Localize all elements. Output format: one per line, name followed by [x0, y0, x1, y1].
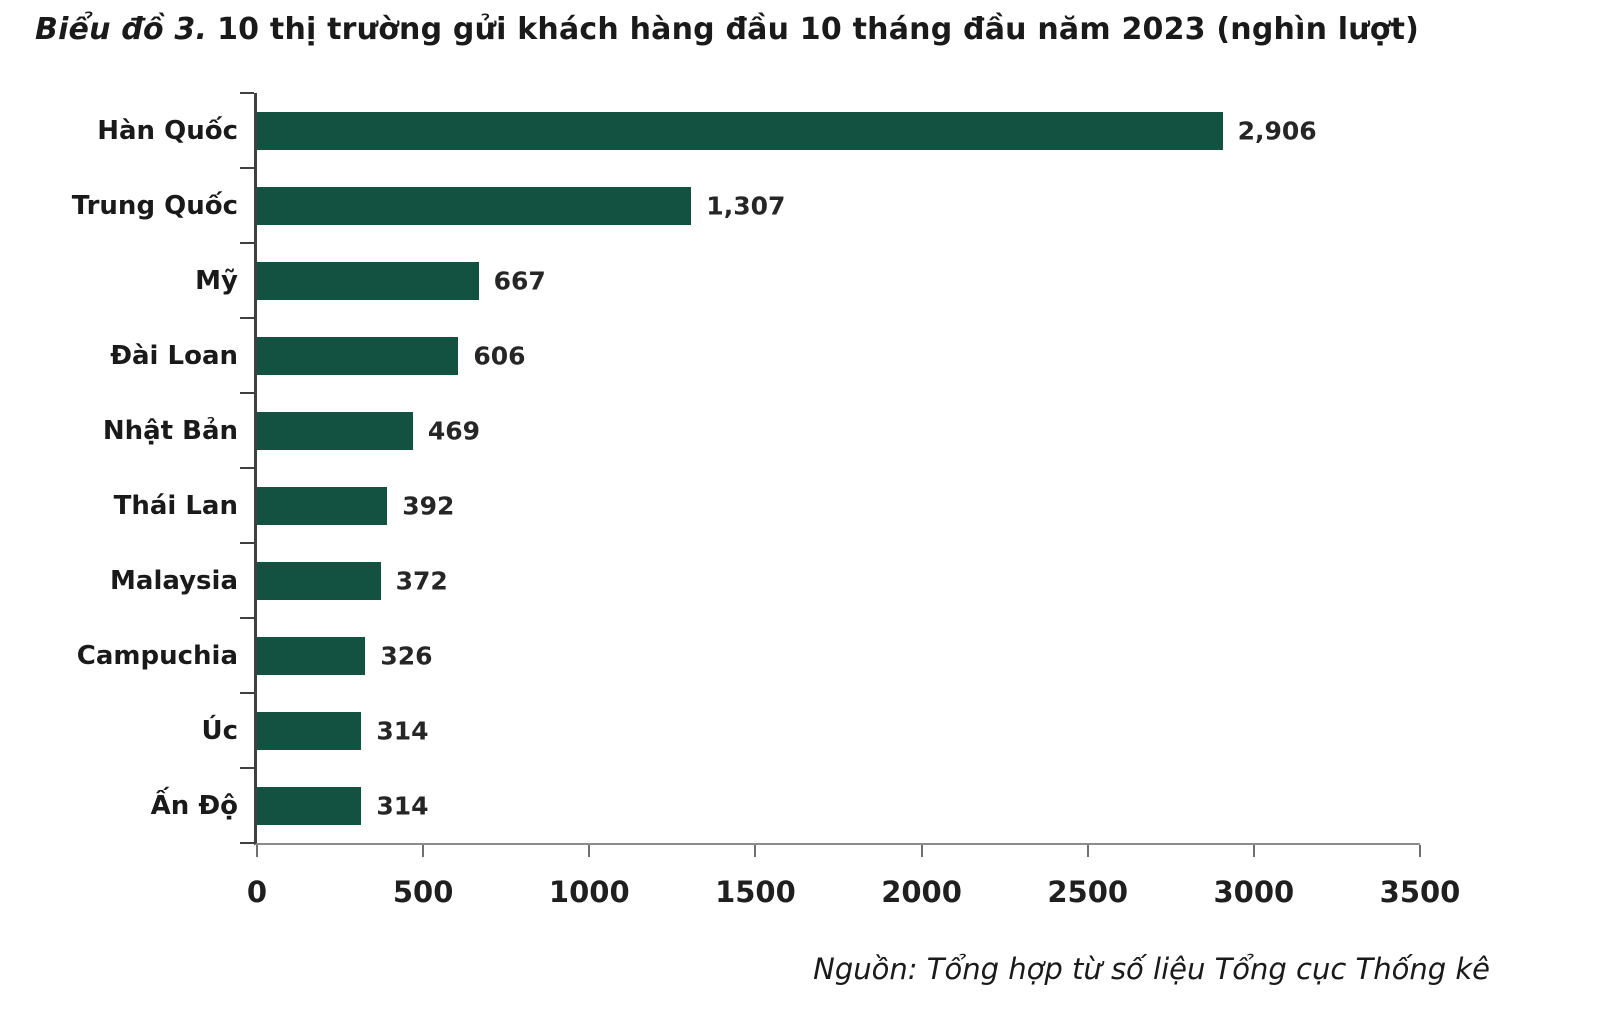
category-labels: Hàn Quốc Trung Quốc Mỹ Đài Loan Nhật Bản Thái…	[34, 93, 254, 843]
category-label: Malaysia	[110, 565, 238, 596]
bar-row: 667	[257, 243, 1420, 318]
y-axis-tick	[240, 767, 254, 769]
category-label: Trung Quốc	[71, 190, 238, 221]
x-axis-tick-label: 3500	[1379, 875, 1461, 909]
bar	[257, 186, 692, 225]
bar-row: 372	[257, 543, 1420, 618]
value-label: 667	[493, 266, 546, 295]
x-axis-tick	[920, 845, 923, 857]
y-axis-tick	[240, 392, 254, 394]
bar	[257, 561, 381, 600]
bar-rows: 2,906 1,307 667 606 469 392 372 326 314 314	[257, 93, 1420, 843]
y-axis-tick	[240, 692, 254, 694]
x-axis-tick	[1086, 845, 1089, 857]
value-label: 314	[376, 791, 429, 820]
value-label: 606	[473, 341, 526, 370]
value-label: 392	[402, 491, 455, 520]
y-axis-tick	[240, 92, 254, 94]
y-axis-tick	[240, 617, 254, 619]
category-label: Úc	[201, 715, 238, 746]
x-axis-tick	[422, 845, 425, 857]
value-label: 469	[427, 416, 481, 445]
bar-row: 1,307	[257, 168, 1420, 243]
bar-row: 392	[257, 468, 1420, 543]
x-axis-tick-label: 2000	[881, 875, 962, 909]
chart-title: Biểu đồ 3. 10 thị trường gửi khách hàng đ…	[35, 12, 1419, 47]
y-axis-tick	[240, 167, 254, 169]
chart-body: Hàn Quốc Trung Quốc Mỹ Đài Loan Nhật Bản Thái…	[34, 92, 1460, 909]
y-axis-tick	[240, 842, 254, 844]
bar	[257, 261, 479, 300]
x-axis-tick	[1419, 845, 1421, 857]
bar	[257, 636, 366, 675]
x-axis-tick-label: 3000	[1213, 875, 1295, 909]
bar	[257, 786, 362, 825]
y-axis-tick	[240, 542, 254, 544]
value-label: 1,307	[706, 191, 786, 220]
plot-area: 2,906 1,307 667 606 469 392 372 326 314 314 0 500 1…	[240, 92, 1460, 909]
x-axis-tick-label: 1000	[548, 875, 630, 909]
bar-row: 314	[257, 768, 1420, 843]
bar-row: 326	[257, 618, 1420, 693]
category-label: Thái Lan	[113, 490, 238, 521]
y-axis-tick	[240, 242, 254, 244]
bar	[257, 111, 1223, 150]
x-axis-tick	[754, 845, 757, 857]
bar-row: 606	[257, 318, 1420, 393]
category-label: Mỹ	[195, 265, 238, 296]
chart-title-prefix: Biểu đồ 3.	[35, 12, 208, 47]
x-axis-tick	[1252, 845, 1255, 857]
bar-row: 314	[257, 693, 1420, 768]
y-axis-tick	[240, 467, 254, 469]
value-label: 326	[380, 641, 433, 670]
category-label: Hàn Quốc	[97, 115, 238, 146]
bar-row: 469	[257, 393, 1420, 468]
bar	[257, 711, 362, 750]
bar	[257, 411, 413, 450]
source-note: Nguồn: Tổng hợp từ số liệu Tổng cục Thốn…	[813, 952, 1490, 986]
category-label: Campuchia	[76, 640, 238, 671]
bar	[257, 486, 388, 525]
value-label: 2,906	[1237, 116, 1317, 145]
x-axis-tick-label: 1500	[715, 875, 796, 909]
category-label: Đài Loan	[110, 340, 238, 371]
x-axis-tick	[588, 845, 591, 857]
category-label: Nhật Bản	[102, 415, 238, 446]
value-label: 372	[395, 566, 448, 595]
x-axis-tick	[256, 845, 258, 857]
x-axis-tick-label: 0	[246, 875, 268, 909]
chart-title-text: 10 thị trường gửi khách hàng đầu 10 thán…	[217, 12, 1420, 47]
bar-row: 2,906	[257, 93, 1420, 168]
y-axis-tick	[240, 317, 254, 319]
value-label: 314	[376, 716, 429, 745]
category-label: Ấn Độ	[150, 790, 238, 821]
x-axis-tick-label: 2500	[1047, 875, 1129, 909]
bar	[257, 336, 459, 375]
x-axis-tick-label: 500	[392, 875, 454, 909]
